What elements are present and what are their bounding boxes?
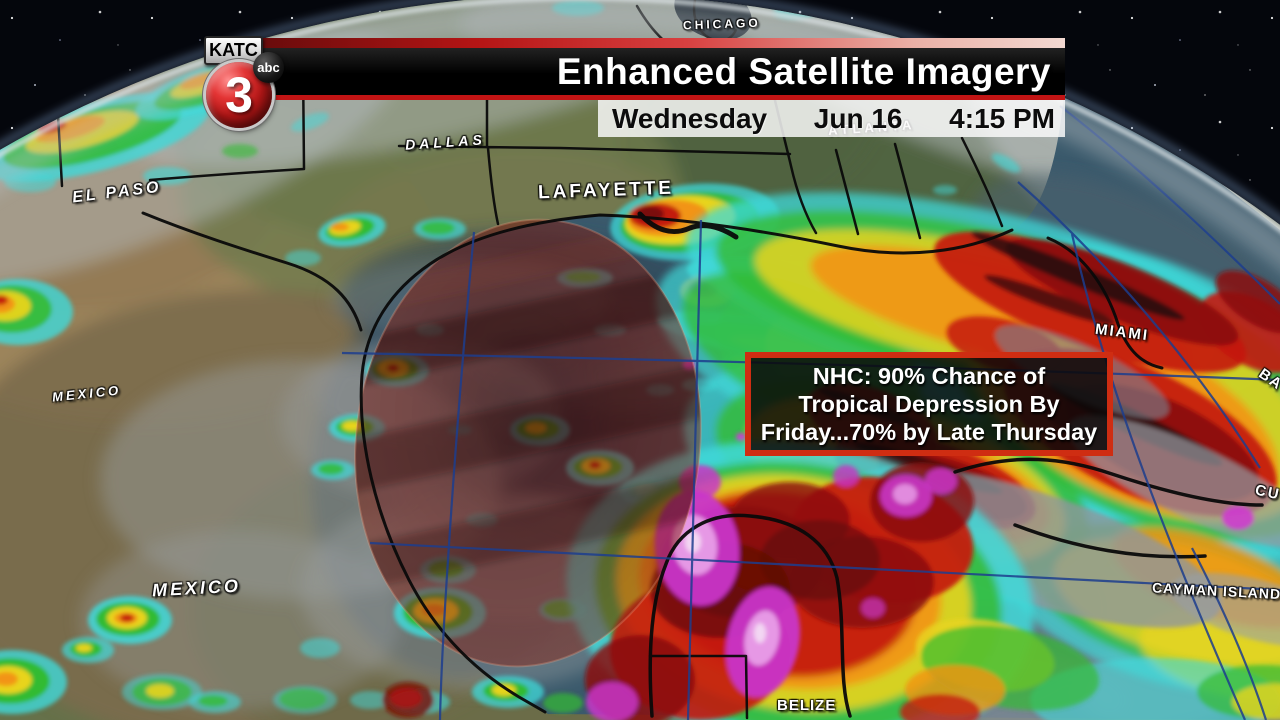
label-belize: BELIZE xyxy=(777,697,837,714)
nhc-line-3: Friday...70% by Late Thursday xyxy=(760,419,1098,445)
station-logo: KATC 3 abc xyxy=(198,30,290,136)
page-title: Enhanced Satellite Imagery xyxy=(556,50,1051,92)
date-date: Jun 16 xyxy=(813,102,903,134)
header-red-stripe xyxy=(225,38,1065,48)
radar-cells-mexico xyxy=(0,556,583,718)
date-day: Wednesday xyxy=(612,102,768,134)
nhc-line-1: NHC: 90% Chance of xyxy=(812,363,1046,389)
nhc-annotation-box: NHC: 90% Chance of Tropical Depression B… xyxy=(745,352,1113,456)
date-time: 4:15 PM xyxy=(949,102,1055,134)
abc-network-icon: abc xyxy=(253,52,284,83)
date-time-bar: Wednesday Jun 16 4:15 PM xyxy=(598,100,1065,137)
nhc-line-2: Tropical Depression By xyxy=(798,391,1060,417)
label-chicago: CHICAGO xyxy=(682,15,761,33)
header-bar: Enhanced Satellite Imagery xyxy=(225,38,1065,100)
